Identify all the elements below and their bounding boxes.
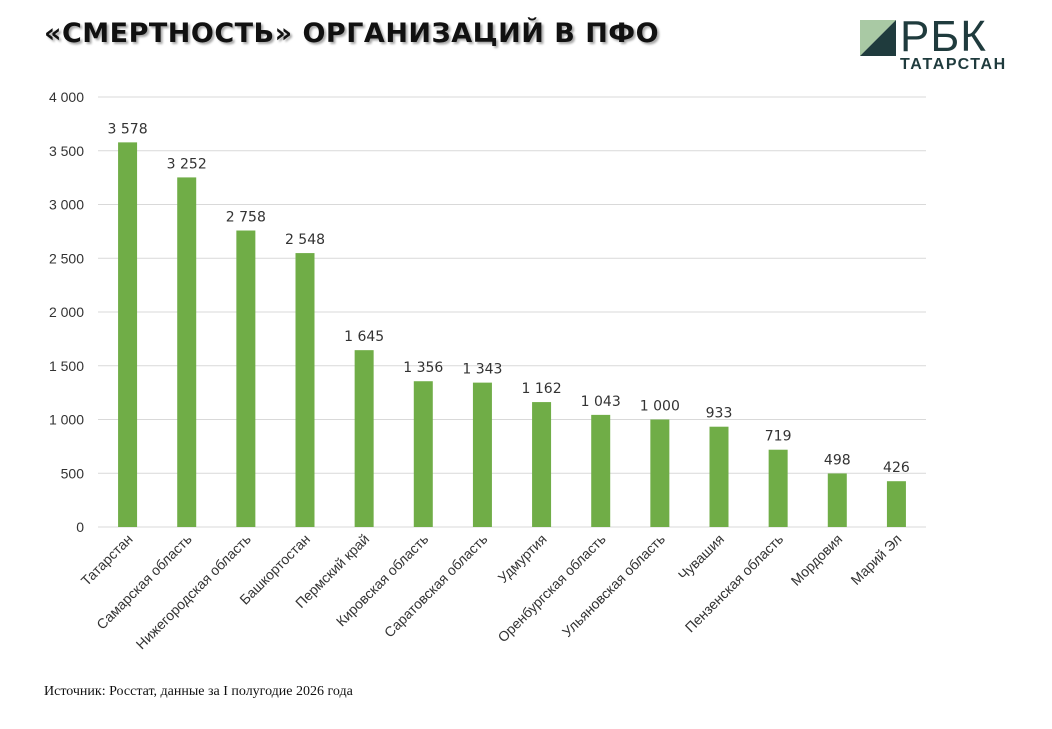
data-label: 2 548 [285, 232, 325, 248]
data-label: 2 758 [226, 210, 266, 226]
bar [472, 382, 492, 527]
y-tick-label: 2 000 [49, 304, 84, 320]
rbc-logo-icon [860, 20, 896, 56]
y-tick-label: 2 500 [49, 250, 84, 266]
x-tick-label: Саратовская область [381, 531, 491, 641]
x-tick-label: Пензенская область [682, 531, 787, 636]
y-tick-label: 0 [76, 519, 84, 535]
x-tick-label: Чувашия [675, 531, 727, 583]
y-axis-ticks: 0 500 1 000 1 500 2 000 2 500 3 000 3 500 4 000 [49, 89, 84, 535]
data-label: 1 043 [581, 394, 621, 410]
y-tick-label: 1 500 [49, 358, 84, 374]
bar [118, 142, 138, 528]
x-tick-label: Ульяновская область [559, 531, 668, 640]
x-tick-label: Нижегородская область [133, 531, 254, 652]
y-tick-label: 3 500 [49, 143, 84, 159]
data-label: 1 356 [403, 360, 443, 376]
bar [295, 253, 315, 527]
data-label: 3 578 [108, 121, 148, 137]
bar [709, 426, 729, 527]
bar [827, 473, 847, 527]
data-label: 933 [706, 406, 733, 422]
data-label: 719 [765, 429, 792, 445]
value-labels: 3 578 3 252 2 758 2 548 1 645 1 356 1 343 1 162… [108, 121, 910, 476]
source-note: Источник: Росстат, данные за I полугодие… [44, 684, 353, 699]
x-tick-label: Оренбургская область [494, 531, 608, 645]
bar [650, 419, 670, 527]
x-tick-label: Мордовия [788, 531, 846, 589]
logo-subtitle: ТАТАРСТАН [900, 56, 1007, 73]
data-label: 426 [883, 460, 910, 476]
bar [768, 449, 788, 527]
bar [177, 177, 197, 527]
y-tick-label: 4 000 [49, 89, 84, 105]
data-label: 1 162 [522, 381, 562, 397]
x-tick-label: Татарстан [78, 531, 136, 589]
y-tick-label: 3 000 [49, 197, 84, 213]
bar [354, 350, 374, 527]
data-label: 498 [824, 452, 851, 468]
data-label: 3 252 [167, 156, 207, 172]
rbc-logo: РБК ТАТАРСТАН [860, 12, 1020, 78]
y-tick-label: 1 000 [49, 412, 84, 428]
data-label: 1 645 [344, 329, 384, 345]
logo-text: РБК [900, 12, 987, 61]
data-label: 1 343 [462, 362, 502, 378]
bar [236, 230, 256, 527]
x-tick-label: Удмуртия [495, 531, 550, 586]
y-tick-label: 500 [61, 465, 85, 481]
chart-title: «СМЕРТНОСТЬ» ОРГАНИЗАЦИЙ В ПФО [44, 18, 660, 49]
bar [886, 481, 906, 527]
bar [413, 381, 433, 527]
grid-lines [98, 96, 926, 528]
data-label: 1 000 [640, 399, 680, 415]
bar [591, 414, 611, 527]
x-tick-label: Марий Эл [847, 531, 904, 588]
bar [532, 402, 552, 527]
bars [118, 142, 906, 528]
